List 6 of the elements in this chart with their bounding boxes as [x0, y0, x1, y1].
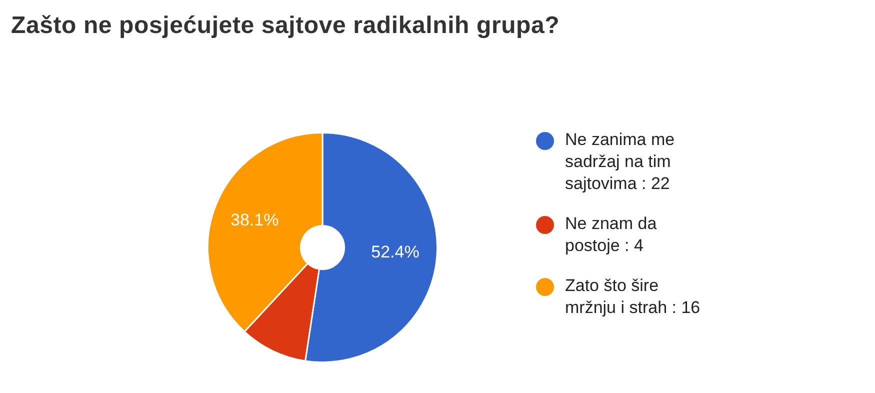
data-label: 38.1% — [230, 210, 279, 230]
legend-label: Zato što šire mržnju i strah : 16 — [564, 275, 702, 319]
data-label: 52.4% — [371, 242, 420, 262]
legend-label: Ne zanima me sadržaj na tim sajtovima : 22 — [564, 129, 676, 195]
chart-title: Zašto ne posjećujete sajtove radikalnih grupa? — [11, 12, 560, 40]
legend-label: Ne znam da postoje : 4 — [564, 213, 658, 257]
